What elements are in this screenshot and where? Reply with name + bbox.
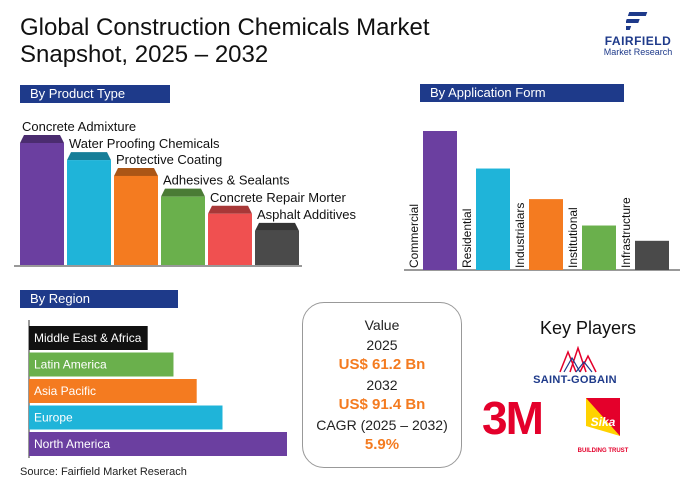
sika-logo-icon: Sika: [586, 398, 620, 436]
region-label-asia-pacific: Asia Pacific: [34, 384, 96, 398]
value-year-2025: 2025: [366, 337, 398, 353]
application-form-label-commercial: Commercial: [407, 204, 421, 268]
market-value-box: Value 2025 US$ 61.2 Bn 2032 US$ 91.4 Bn …: [302, 302, 462, 468]
application-form-label-infrastructure: Infrastructure: [619, 197, 633, 268]
application-form-label-industrialars: Industrialars: [513, 203, 527, 268]
region-label-middle-east-and-africa: Middle East & Africa: [34, 331, 142, 345]
cagr-label: CAGR (2025 – 2032): [316, 417, 448, 433]
cagr-value: 5.9%: [364, 436, 400, 453]
region-bar-latin-america: [29, 352, 174, 377]
product-type-label-asphalt-additives: Asphalt Additives: [257, 207, 357, 222]
product-type-label-adhesives-and-sealants: Adhesives & Sealants: [163, 173, 290, 188]
saint-gobain-name: SAINT-GOBAIN: [533, 374, 617, 386]
sika-tagline: BUILDING TRUST: [577, 448, 629, 454]
fairfield-logo: FAIRFIELD Market Research: [588, 10, 688, 57]
logo-name: FAIRFIELD: [604, 34, 672, 48]
section-product-type: By Product Type: [20, 85, 170, 103]
product-type-label-protective-coating: Protective Coating: [116, 152, 222, 167]
application-form-label-institutional: Institutional: [566, 207, 580, 268]
region-label-europe: Europe: [34, 411, 73, 425]
region-bar-middle-east-and-africa: [29, 326, 148, 350]
product-type-bar-concrete-repair-morter: [208, 205, 252, 265]
sika-name: Sika: [591, 415, 616, 429]
page-title: Global Construction Chemicals Market Sna…: [20, 14, 430, 68]
region-label-north-america: North America: [34, 437, 110, 451]
section-region: By Region: [20, 290, 178, 308]
product-type-bar-protective-coating: [114, 167, 158, 265]
value-label: Value: [364, 317, 400, 333]
product-type-bar-water-proofing-chemicals: [67, 152, 111, 265]
value-2032: US$ 91.4 Bn: [338, 396, 426, 413]
logo-sub: Market Research: [603, 47, 673, 57]
application-form-bar-institutional: [582, 225, 616, 270]
saint-gobain-icon: [559, 346, 597, 373]
section-application-form: By Application Form: [420, 84, 624, 102]
region-chart: Middle East & Africa Latin America Asia Pa…: [28, 320, 287, 458]
application-form-bar-industrialars: [529, 199, 563, 270]
application-form-bar-infrastructure: [635, 240, 669, 270]
value-year-2032: 2032: [366, 377, 398, 393]
value-2025: US$ 61.2 Bn: [338, 356, 426, 373]
product-type-label-concrete-admixture: Concrete Admixture: [22, 119, 136, 134]
product-type-label-water-proofing-chemicals: Water Proofing Chemicals: [69, 136, 220, 151]
fairfield-logo-icon: [626, 12, 648, 30]
application-form-bar-residential: [476, 168, 510, 270]
application-form-label-residential: Residential: [460, 209, 474, 268]
product-type-bar-concrete-admixture: [20, 135, 64, 265]
application-form-bar-commercial: [423, 131, 457, 270]
region-label-latin-america: Latin America: [34, 358, 107, 372]
saint-gobain-logo: SAINT-GOBAIN: [520, 346, 630, 392]
source-note: Source: Fairfield Market Reserach: [20, 466, 187, 478]
key-players-title: Key Players: [539, 318, 637, 338]
application-form-chart: Commercial Residential Industrialars Instit…: [404, 131, 680, 271]
3m-logo: 3M: [482, 392, 544, 444]
region-bar-europe: [29, 405, 223, 430]
region-bar-north-america: [29, 432, 287, 456]
product-type-bar-adhesives-and-sealants: [161, 188, 205, 265]
product-type-label-concrete-repair-morter: Concrete Repair Morter: [210, 190, 346, 205]
region-bar-asia-pacific: [29, 379, 197, 403]
product-type-bar-asphalt-additives: [255, 222, 299, 265]
product-type-chart: Concrete Admixture Water Proofing Chemica…: [14, 119, 357, 267]
